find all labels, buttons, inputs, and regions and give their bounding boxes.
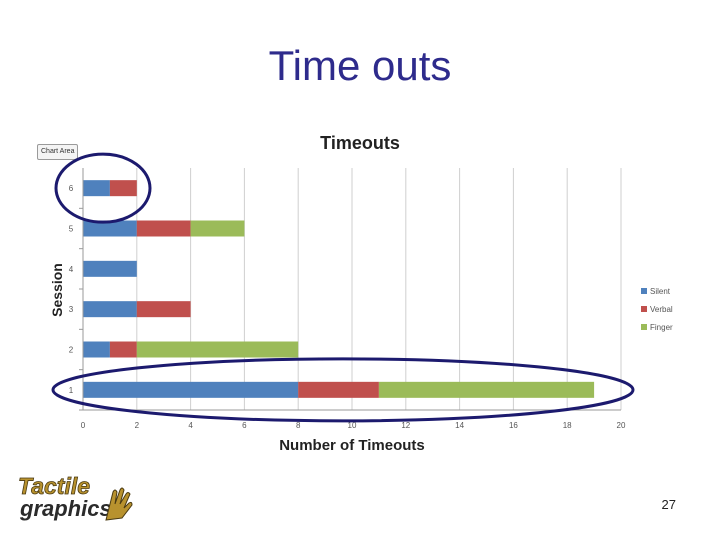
- hand-icon: [105, 487, 133, 521]
- y-tick-label: 5: [69, 225, 74, 234]
- tactile-graphics-logo: Tactile graphics: [14, 470, 134, 526]
- x-tick-label: 16: [509, 421, 518, 430]
- bar-silent-session-3: [83, 301, 137, 318]
- y-axis-title: Session: [49, 263, 65, 317]
- highlight-ellipse-session-6: [54, 152, 152, 224]
- bar-verbal-session-5: [136, 220, 191, 237]
- logo-text-top: Tactile: [18, 473, 90, 499]
- chart-gridlines: [82, 168, 622, 410]
- legend-swatch-verbal: [641, 306, 647, 312]
- y-tick-label: 4: [69, 265, 74, 274]
- chart-legend: Silent Verbal Finger: [641, 287, 673, 332]
- x-tick-label: 10: [348, 421, 357, 430]
- y-tick-label: 2: [69, 346, 74, 355]
- bar-finger-session-2: [136, 341, 299, 358]
- highlight-ellipse-session-1: [51, 357, 635, 423]
- bar-verbal-session-6: [109, 180, 137, 197]
- x-tick-label: 20: [617, 421, 626, 430]
- x-tick-label: 4: [188, 421, 193, 430]
- legend-label-silent: Silent: [650, 287, 671, 296]
- legend-swatch-silent: [641, 288, 647, 294]
- x-axis-title: Number of Timeouts: [279, 437, 425, 454]
- x-tick-label: 2: [135, 421, 140, 430]
- bar-silent-session-2: [83, 341, 110, 358]
- chart-bars: [83, 180, 595, 398]
- y-tick-label: 6: [69, 184, 74, 193]
- x-tick-label: 14: [455, 421, 464, 430]
- bar-finger-session-5: [190, 220, 245, 237]
- x-tick-label: 18: [563, 421, 572, 430]
- x-tick-label: 6: [242, 421, 247, 430]
- x-tick-label: 8: [296, 421, 301, 430]
- chart-title: Timeouts: [320, 133, 400, 153]
- legend-swatch-finger: [641, 324, 647, 330]
- bar-finger-session-1: [378, 381, 595, 398]
- legend-label-finger: Finger: [650, 323, 673, 332]
- bar-silent-session-5: [83, 220, 137, 237]
- bar-verbal-session-1: [298, 381, 379, 398]
- slide-title: Time outs: [268, 42, 452, 89]
- bar-verbal-session-2: [109, 341, 137, 358]
- y-tick-label: 1: [69, 386, 74, 395]
- legend-label-verbal: Verbal: [650, 305, 673, 314]
- logo-text-bottom: graphics: [19, 496, 112, 521]
- bar-verbal-session-3: [136, 301, 191, 318]
- highlight-annotations: [51, 152, 635, 423]
- bar-silent-session-4: [83, 260, 137, 277]
- bar-silent-session-1: [83, 381, 299, 398]
- y-tick-label: 3: [69, 305, 74, 314]
- chart-area-tag: Chart Area: [37, 144, 79, 160]
- x-tick-label: 0: [81, 421, 86, 430]
- bar-silent-session-6: [83, 180, 110, 197]
- page-number: 27: [661, 497, 676, 512]
- x-tick-label: 12: [401, 421, 410, 430]
